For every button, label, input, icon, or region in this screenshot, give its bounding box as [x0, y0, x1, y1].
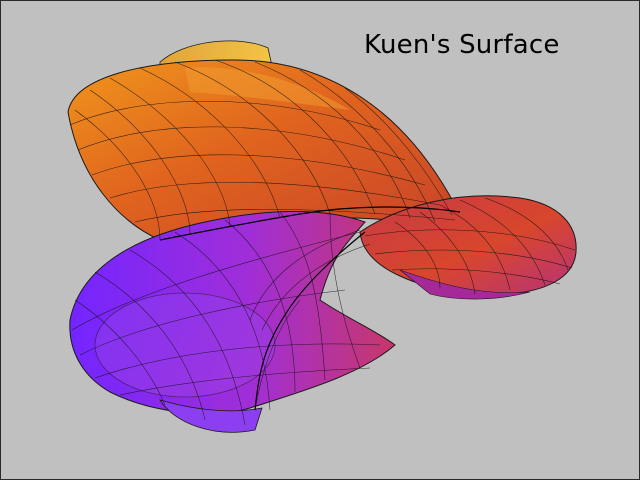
surface-mesh [69, 59, 576, 426]
surface-red-wing [359, 195, 577, 300]
figure-title: Kuen's Surface [364, 30, 560, 60]
surface-edges [159, 206, 461, 411]
surface-purple-lobe [69, 210, 396, 433]
